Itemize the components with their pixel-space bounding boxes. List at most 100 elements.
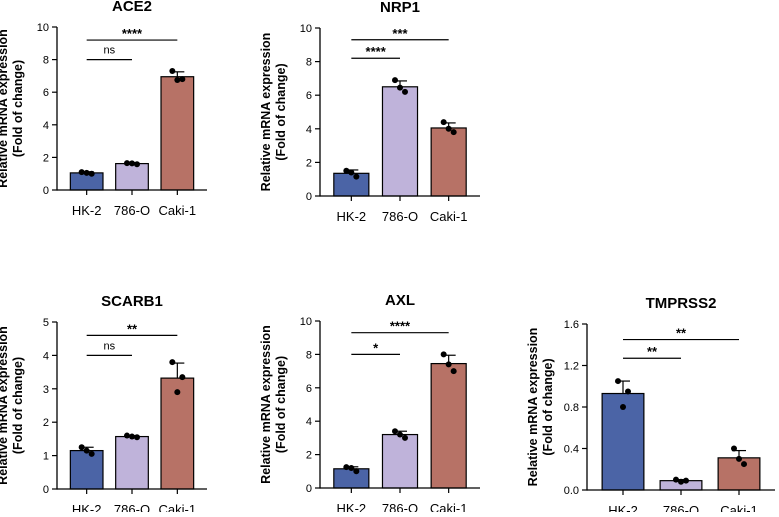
y-axis-label-unit: (Fold of change) bbox=[274, 356, 288, 453]
y-axis-label: Relative mRNA expression bbox=[0, 29, 10, 188]
x-tick-label: HK-2 bbox=[608, 503, 638, 512]
data-point-786o bbox=[402, 434, 408, 441]
x-tick-label: 786-O bbox=[663, 503, 699, 512]
significance-label: ns bbox=[104, 340, 116, 352]
significance-label: ** bbox=[676, 326, 687, 341]
bar-hk2 bbox=[69, 449, 104, 490]
y-axis-label: Relative mRNA expression bbox=[0, 326, 10, 485]
x-tick-label: HK-2 bbox=[72, 502, 102, 512]
data-point-786o bbox=[397, 431, 403, 438]
data-point-caki1 bbox=[445, 125, 452, 132]
panel-ace2: ACE2 Relative mRNA expression (Fold of cha… bbox=[0, 0, 207, 218]
y-axis-label: Relative mRNA expression bbox=[259, 33, 273, 192]
bar-786o bbox=[115, 162, 149, 191]
chart-title: NRP1 bbox=[380, 0, 420, 16]
data-point-786o bbox=[683, 477, 689, 484]
x-tick-label: 786-O bbox=[382, 501, 418, 512]
x-tick-label: HK-2 bbox=[337, 501, 367, 512]
x-tick-label: Caki-1 bbox=[720, 503, 758, 512]
panel-tmprss2: TMPRSS2 Relative mRNA expression (Fold of … bbox=[526, 295, 775, 517]
x-tick-label: Caki-1 bbox=[430, 501, 468, 512]
data-point-786o bbox=[129, 160, 135, 167]
data-point-caki1 bbox=[169, 359, 176, 366]
data-point-hk2 bbox=[343, 167, 350, 174]
significance-label: **** bbox=[390, 319, 411, 334]
y-tick-label: 8 bbox=[43, 55, 49, 67]
data-point-caki1 bbox=[736, 455, 742, 462]
data-point-hk2 bbox=[615, 378, 621, 385]
bar-786o bbox=[381, 86, 419, 197]
x-tick-label: Caki-1 bbox=[159, 502, 197, 512]
data-point-786o bbox=[134, 161, 140, 168]
chart-title: TMPRSS2 bbox=[646, 295, 717, 312]
data-point-hk2 bbox=[83, 447, 90, 454]
y-tick-label: 4 bbox=[43, 350, 49, 362]
chart-title: ACE2 bbox=[112, 0, 152, 15]
y-tick-label: 6 bbox=[306, 383, 312, 395]
y-tick-label: 0.0 bbox=[564, 485, 579, 497]
panel-nrp1: NRP1 Relative mRNA expression (Fold of cha… bbox=[259, 0, 480, 224]
data-point-caki1 bbox=[741, 461, 747, 468]
significance-label: ** bbox=[127, 321, 138, 336]
y-axis-label-unit: (Fold of change) bbox=[11, 357, 25, 454]
y-tick-label: 3 bbox=[43, 384, 49, 396]
y-tick-label: 6 bbox=[43, 87, 49, 99]
y-tick-label: 8 bbox=[306, 349, 312, 361]
data-point-hk2 bbox=[343, 464, 350, 471]
y-tick-label: 0 bbox=[43, 484, 49, 496]
bar-786o bbox=[381, 433, 419, 489]
y-axis-label-unit: (Fold of change) bbox=[274, 63, 288, 160]
y-axis-label-unit: (Fold of change) bbox=[11, 60, 25, 157]
bar-caki1 bbox=[430, 362, 467, 489]
y-tick-label: 2 bbox=[43, 417, 49, 429]
chart-title: AXL bbox=[385, 292, 415, 309]
x-tick-label: 786-O bbox=[114, 203, 150, 218]
data-point-caki1 bbox=[440, 119, 447, 126]
data-point-786o bbox=[392, 428, 398, 435]
y-tick-label: 2 bbox=[306, 450, 312, 462]
y-tick-label: 2 bbox=[43, 152, 49, 164]
y-axis-label: Relative mRNA expression bbox=[259, 325, 273, 484]
data-point-786o bbox=[402, 88, 408, 95]
x-tick-label: 786-O bbox=[382, 209, 418, 224]
y-tick-label: 0.8 bbox=[564, 402, 579, 414]
data-point-hk2 bbox=[78, 169, 85, 176]
y-tick-label: 4 bbox=[306, 416, 312, 428]
data-point-caki1 bbox=[731, 445, 737, 452]
y-tick-label: 4 bbox=[306, 124, 312, 136]
data-point-786o bbox=[397, 84, 403, 91]
data-point-hk2 bbox=[348, 464, 355, 471]
data-point-hk2 bbox=[78, 444, 85, 451]
y-tick-label: 0 bbox=[43, 185, 49, 197]
data-point-caki1 bbox=[440, 351, 447, 358]
significance-label: **** bbox=[122, 26, 143, 41]
x-tick-label: 786-O bbox=[114, 502, 150, 512]
y-tick-label: 10 bbox=[300, 316, 312, 328]
y-tick-label: 10 bbox=[300, 23, 312, 35]
data-point-caki1 bbox=[174, 389, 181, 396]
data-point-hk2 bbox=[625, 388, 631, 395]
y-tick-label: 6 bbox=[306, 90, 312, 102]
panel-scarb1: SCARB1 Relative mRNA expression (Fold of c… bbox=[0, 293, 207, 517]
y-tick-label: 0 bbox=[306, 191, 312, 203]
significance-label: *** bbox=[392, 26, 408, 41]
data-point-786o bbox=[134, 434, 140, 441]
data-point-hk2 bbox=[353, 173, 360, 180]
y-tick-label: 8 bbox=[306, 57, 312, 69]
chart-title: SCARB1 bbox=[101, 293, 163, 310]
y-tick-label: 2 bbox=[306, 157, 312, 169]
x-tick-label: HK-2 bbox=[337, 209, 367, 224]
data-point-786o bbox=[392, 77, 398, 84]
y-tick-label: 5 bbox=[43, 317, 49, 329]
data-point-caki1 bbox=[445, 361, 452, 368]
bar-caki1 bbox=[160, 377, 195, 490]
significance-label: * bbox=[373, 340, 379, 355]
data-point-786o bbox=[673, 476, 679, 483]
data-point-caki1 bbox=[174, 76, 181, 83]
y-tick-label: 10 bbox=[37, 22, 49, 34]
y-tick-label: 0 bbox=[306, 483, 312, 495]
bar-hk2 bbox=[333, 468, 370, 489]
panel-axl: AXL Relative mRNA expression (Fold of chan… bbox=[259, 292, 480, 516]
y-axis-label: Relative mRNA expression bbox=[526, 328, 540, 487]
